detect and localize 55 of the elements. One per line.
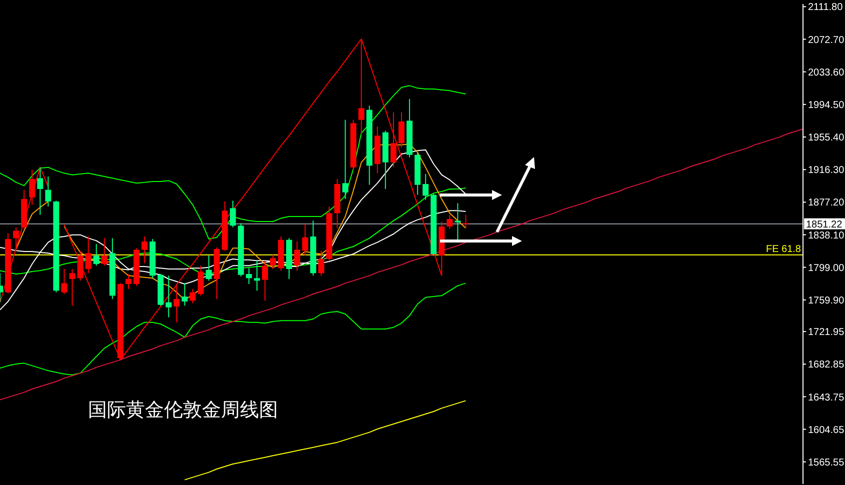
y-tick-label: 2111.80 [808,2,844,14]
ref-line-label: FE 61.8 [766,244,802,255]
candlestick [85,236,92,274]
y-tick-label: 1838.10 [808,230,845,242]
candlestick [262,260,268,302]
y-tick-label: 2072.70 [808,34,845,46]
candlestick [166,275,172,318]
y-tick-label: 1877.20 [808,198,845,209]
y-tick-label: 1955.40 [808,132,845,144]
y-tick-label: 1759.90 [808,295,845,306]
candlestick [270,254,276,270]
line-series [0,128,804,400]
candlestick [398,112,404,148]
y-tick-label: 1721.95 [808,327,845,338]
y-tick-label: 1604.65 [808,424,845,436]
candlestick [37,166,44,216]
candlestick [45,176,52,207]
candlestick [342,119,348,200]
y-tick-label: 1682.85 [808,360,845,371]
y-tick-label: 1799.00 [808,262,845,274]
candlestick [93,244,100,266]
candlestick [230,200,236,228]
line-series [0,282,466,376]
candlestick [294,241,300,272]
candlestick [318,250,324,276]
y-tick-label: 1916.30 [808,165,845,176]
line-series [184,400,466,480]
candlestick [302,224,308,256]
y-tick-label: 1994.50 [808,100,845,111]
candlestick [77,250,84,282]
candlestick [101,238,108,266]
candlestick [206,255,212,282]
ref-line-label: 1851.22 [806,219,843,230]
candlestick [13,226,20,252]
candlestick [190,288,196,304]
candlestick [254,260,260,292]
candlestick [182,282,188,306]
candlestick [174,284,180,323]
candlestick [390,112,396,168]
candlestick [61,268,68,294]
candlestick [422,174,429,200]
candlestick [198,265,204,296]
candlestick [446,214,453,230]
y-tick-label: 1643.75 [808,392,845,404]
candlestick [454,202,461,242]
y-tick-label: 2033.60 [808,67,845,78]
candlestick [142,236,148,264]
candlestick [125,274,132,290]
line-series [0,85,466,240]
candlestick [29,169,36,206]
y-tick-label: 1565.55 [808,457,845,468]
candlestick [69,268,76,306]
candlestick [462,214,469,229]
text: 国际黄金伦敦金周线图 [88,399,278,423]
candlestick [246,268,252,284]
